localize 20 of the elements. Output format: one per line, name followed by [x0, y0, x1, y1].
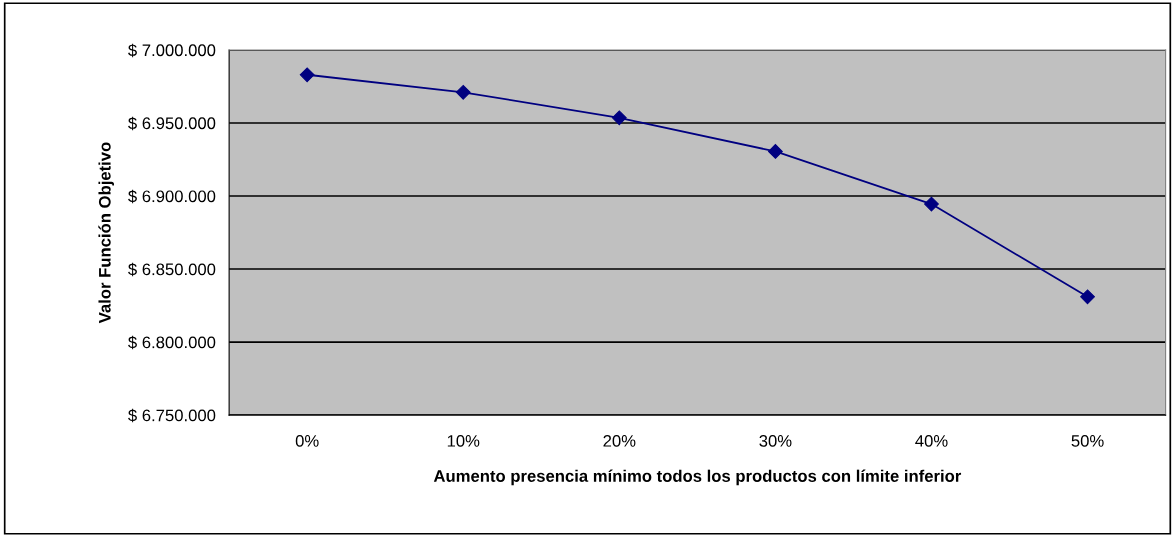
x-tick-label: 10%	[447, 434, 480, 447]
y-tick-label: $ 6.750.000	[128, 408, 216, 423]
x-tick-label: 0%	[295, 434, 319, 447]
x-tick-label: 20%	[603, 434, 636, 447]
x-tick-label: 50%	[1071, 434, 1104, 447]
point	[768, 144, 783, 159]
x-axis-title: Aumento presencia mínimo todos los productos con límite inferior	[433, 469, 962, 486]
point	[611, 110, 627, 126]
y-axis-title: Valor Función Objetivo	[98, 142, 115, 324]
y-tick-label: $ 7.000.000	[128, 43, 216, 58]
y-tick-label: $ 6.800.000	[128, 335, 216, 350]
y-tick-label: $ 6.850.000	[128, 262, 216, 277]
x-tick-label: 30%	[759, 434, 792, 447]
y-tick-label: $ 6.950.000	[128, 116, 216, 131]
point	[1080, 289, 1095, 305]
point	[299, 67, 315, 83]
point	[924, 196, 939, 212]
point	[455, 84, 471, 100]
x-tick-label: 40%	[915, 434, 948, 447]
y-tick-label: $ 6.900.000	[128, 189, 216, 204]
